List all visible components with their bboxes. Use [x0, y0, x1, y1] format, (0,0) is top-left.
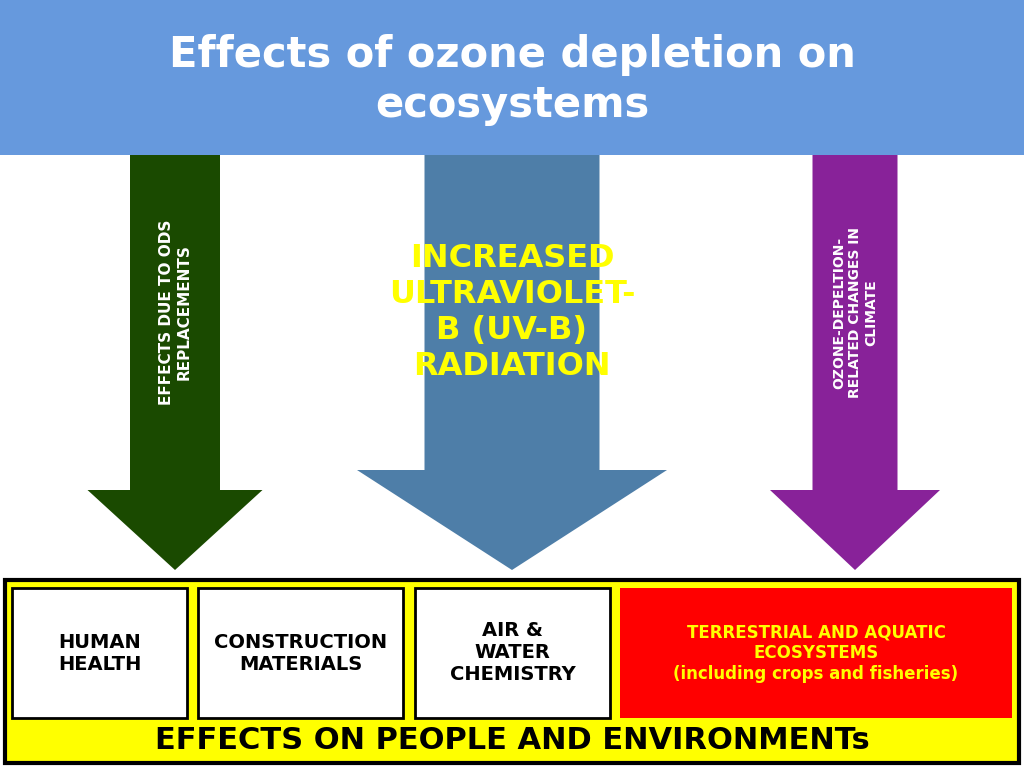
Bar: [620, 588, 1012, 718]
Bar: [198, 588, 403, 718]
Bar: [415, 588, 610, 718]
Text: CONSTRUCTION
MATERIALS: CONSTRUCTION MATERIALS: [214, 633, 387, 674]
Bar: [0, 0, 1024, 155]
Text: HUMAN
HEALTH: HUMAN HEALTH: [57, 633, 141, 674]
Bar: [5, 580, 1019, 763]
Text: Effects of ozone depletion on: Effects of ozone depletion on: [169, 34, 855, 76]
Text: AIR &
WATER
CHEMISTRY: AIR & WATER CHEMISTRY: [450, 621, 575, 684]
Text: INCREASED
ULTRAVIOLET-
B (UV-B)
RADIATION: INCREASED ULTRAVIOLET- B (UV-B) RADIATIO…: [389, 243, 635, 382]
Polygon shape: [87, 155, 262, 570]
Text: ecosystems: ecosystems: [375, 84, 649, 126]
Text: EFFECTS DUE TO ODS
REPLACEMENTS: EFFECTS DUE TO ODS REPLACEMENTS: [159, 220, 191, 406]
Polygon shape: [357, 155, 667, 570]
Text: OZONE-DEPELTION-
RELATED CHANGES IN
CLIMATE: OZONE-DEPELTION- RELATED CHANGES IN CLIM…: [831, 227, 879, 398]
Bar: [12, 588, 187, 718]
Text: TERRESTRIAL AND AQUATIC
ECOSYSTEMS
(including crops and fisheries): TERRESTRIAL AND AQUATIC ECOSYSTEMS (incl…: [674, 623, 958, 683]
Text: EFFECTS ON PEOPLE AND ENVIRONMENTs: EFFECTS ON PEOPLE AND ENVIRONMENTs: [155, 726, 869, 755]
Polygon shape: [770, 155, 940, 570]
